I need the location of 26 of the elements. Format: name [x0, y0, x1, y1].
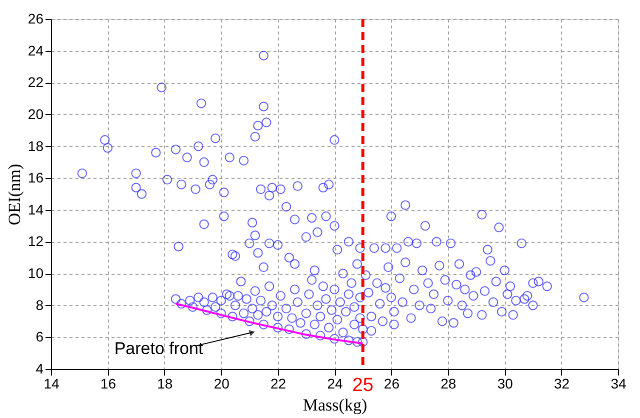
ref-line-label: 25: [352, 375, 374, 396]
y-axis-title: OEI(nm): [4, 164, 24, 226]
y-tick-label: 16: [28, 170, 44, 186]
x-tick-label: 20: [214, 376, 230, 392]
x-tick-label: 22: [270, 376, 286, 392]
y-tick-label: 22: [28, 74, 44, 90]
y-tick-label: 12: [28, 233, 44, 250]
x-tick-label: 32: [554, 376, 570, 392]
x-tick-label: 24: [327, 376, 343, 392]
x-tick-label: 28: [440, 376, 456, 392]
y-tick-label: 6: [36, 328, 44, 345]
y-tick-label: 10: [28, 265, 44, 282]
x-tick-label: 16: [100, 376, 116, 392]
y-tick-label: 24: [28, 42, 44, 58]
annotation: Pareto front: [114, 339, 204, 358]
x-tick-label: 34: [610, 376, 626, 392]
y-tick-label: 20: [28, 106, 44, 122]
x-tick-label: 18: [157, 376, 173, 392]
x-tick-label: 30: [497, 376, 514, 392]
y-tick-label: 14: [28, 201, 44, 218]
y-tick-label: 8: [36, 296, 44, 313]
x-tick-label: 26: [384, 376, 400, 392]
y-tick-label: 26: [28, 10, 44, 26]
x-axis-title: Mass(kg): [302, 396, 368, 414]
y-tick-label: 18: [28, 138, 44, 154]
y-tick-label: 4: [36, 360, 44, 376]
